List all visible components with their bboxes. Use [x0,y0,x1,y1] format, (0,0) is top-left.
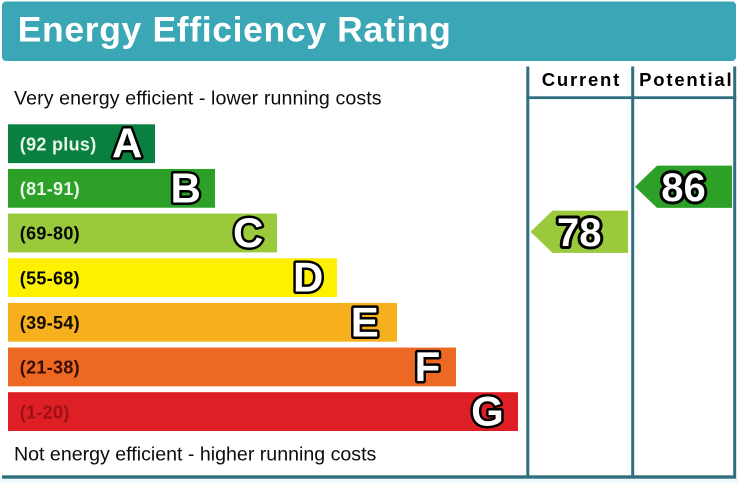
svg-text:Very energy efficient - lower: Very energy efficient - lower running co… [14,88,382,110]
svg-text:Current: Current [542,69,621,90]
svg-text:86: 86 [661,166,706,210]
svg-text:A: A [112,120,142,167]
svg-text:(21-38): (21-38) [20,358,80,378]
svg-text:(1-20): (1-20) [20,402,70,422]
svg-text:E: E [351,298,379,345]
svg-text:C: C [233,209,263,256]
svg-text:B: B [170,164,200,211]
svg-text:G: G [471,388,504,435]
svg-text:D: D [293,254,323,301]
svg-text:Energy Efficiency Rating: Energy Efficiency Rating [18,10,452,50]
svg-text:(39-54): (39-54) [20,313,80,333]
svg-text:(92 plus): (92 plus) [20,134,97,154]
svg-text:78: 78 [557,211,602,255]
svg-text:(55-68): (55-68) [20,268,80,288]
svg-text:F: F [415,343,441,390]
svg-text:Potential: Potential [639,69,733,90]
svg-text:(81-91): (81-91) [20,179,80,199]
svg-text:(69-80): (69-80) [20,224,80,244]
svg-text:Not energy efficient - higher: Not energy efficient - higher running co… [14,443,377,465]
